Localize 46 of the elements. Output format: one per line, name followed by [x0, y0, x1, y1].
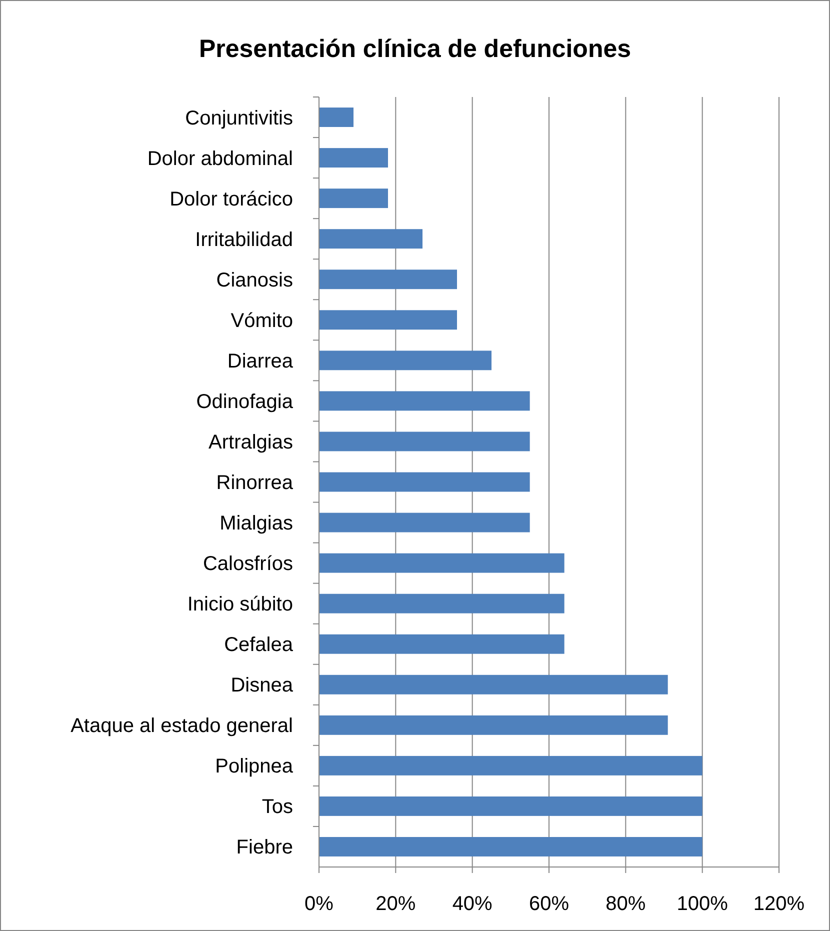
bar: [319, 148, 388, 168]
bar: [319, 391, 530, 411]
bar: [319, 229, 422, 249]
y-tick-label: Ataque al estado general: [70, 715, 293, 738]
y-tick-label: Odinofagia: [196, 390, 294, 413]
bar: [319, 350, 492, 370]
bar: [319, 796, 702, 816]
y-tick-label: Diarrea: [227, 350, 294, 372]
y-tick-label: Dolor abdominal: [147, 148, 293, 170]
y-tick-label: Conjuntivitis: [185, 107, 293, 130]
bar: [319, 837, 702, 856]
y-tick-label: Calosfríos: [202, 553, 293, 576]
bar: [319, 472, 530, 492]
bar: [319, 188, 388, 208]
x-tick-label: 120%: [753, 893, 805, 915]
y-tick-label: Mialgias: [220, 512, 293, 535]
y-tick-label: Rinorrea: [216, 472, 294, 494]
x-tick-label: 60%: [528, 893, 570, 915]
bar: [319, 108, 354, 127]
bar: [319, 512, 530, 532]
bar: [319, 553, 564, 573]
y-tick-label: Vómito: [230, 310, 293, 332]
x-tick-label: 40%: [452, 893, 493, 915]
y-tick-label: Tos: [262, 796, 293, 818]
x-tick-label: 0%: [304, 893, 334, 915]
x-tick-label: 80%: [606, 893, 646, 915]
chart-title: Presentación clínica de defunciones: [198, 35, 632, 63]
x-tick-label: 20%: [376, 893, 416, 915]
y-tick-label: Inicio súbito: [187, 594, 293, 616]
bar: [319, 756, 702, 776]
bar: [319, 594, 564, 614]
bar: [319, 432, 530, 452]
y-tick-label: Artralgias: [208, 431, 293, 454]
y-tick-label: Cefalea: [224, 634, 294, 656]
y-tick-label: Disnea: [230, 674, 294, 697]
x-tick-label: 100%: [676, 893, 728, 915]
bar: [319, 674, 668, 694]
bar: [319, 715, 668, 735]
bar: [319, 270, 457, 290]
bar: [319, 634, 564, 654]
y-tick-label: Irritabilidad: [195, 228, 293, 251]
y-tick-label: Cianosis: [216, 269, 293, 292]
y-tick-label: Fiebre: [236, 836, 293, 859]
bar: [319, 310, 457, 330]
y-tick-label: Dolor torácico: [170, 188, 293, 210]
y-tick-label: Polipnea: [215, 756, 294, 778]
